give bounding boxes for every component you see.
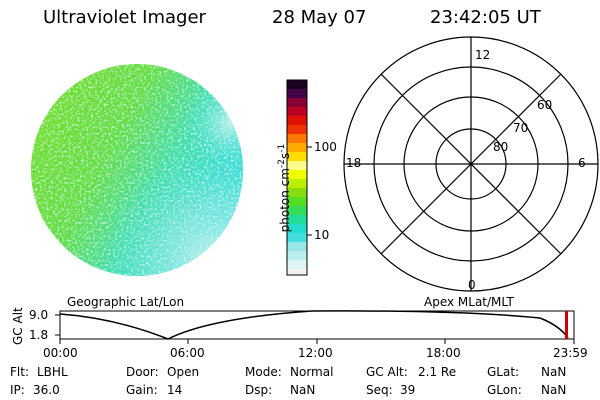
polar-plot <box>343 36 599 292</box>
mlat-label-60: 60 <box>537 98 553 112</box>
timeline-plot <box>55 310 575 344</box>
timeline-xtick-0000: 00:00 <box>43 346 78 360</box>
timeline-xtick-2359: 23:59 <box>553 346 588 360</box>
timeline-right-label: Apex MLat/MLT <box>424 295 514 309</box>
instrument-title: Ultraviolet Imager <box>43 7 206 28</box>
mlt-label-12: 12 <box>475 48 491 62</box>
colorbar-label-base: photon cm <box>278 168 292 233</box>
colorbar-tick-100: 100 <box>314 140 337 154</box>
timeline-ytick-bottom: 1.8 <box>29 328 49 342</box>
seq-label: Seq: <box>366 383 393 397</box>
colorbar-label-sup1: -2 <box>277 159 287 169</box>
glat-value: NaN <box>541 365 567 379</box>
gain-value: 14 <box>167 383 183 397</box>
mlat-label-80: 80 <box>493 140 509 154</box>
dsp-value: NaN <box>290 383 316 397</box>
time-label: 23:42:05 UT <box>430 7 541 28</box>
timeline-axis-title: GC Alt <box>11 307 25 345</box>
dsp-label: Dsp: <box>245 383 273 397</box>
gain-label: Gain: <box>126 383 158 397</box>
timeline-ytick-top: 9.0 <box>29 308 49 322</box>
ip-label: IP: <box>10 383 25 397</box>
seq-value: 39 <box>400 383 416 397</box>
glat-label: GLat: <box>487 365 520 379</box>
colorbar-label-sup2: -1 <box>277 143 287 153</box>
colorbar-label-mid: s <box>278 152 292 160</box>
glon-value: NaN <box>541 383 567 397</box>
mode-value: Normal <box>290 365 334 379</box>
timeline-xtick-1200: 12:00 <box>298 346 333 360</box>
gcalt-value: 2.1 Re <box>418 365 457 379</box>
door-label: Door: <box>126 365 159 379</box>
gcalt-label: GC Alt: <box>366 365 408 379</box>
uv-image-disk <box>31 64 243 276</box>
colorbar-tick-10: 10 <box>314 228 330 242</box>
door-value: Open <box>167 365 200 379</box>
timeline-xtick-0600: 06:00 <box>170 346 205 360</box>
mlt-label-0: 0 <box>468 278 476 292</box>
glon-label: GLon: <box>487 383 522 397</box>
mlat-label-70: 70 <box>513 121 529 135</box>
mode-label: Mode: <box>245 365 282 379</box>
mlt-label-6: 6 <box>578 156 586 170</box>
flt-label: Flt: <box>10 365 29 379</box>
ip-value: 36.0 <box>33 383 60 397</box>
timeline-xtick-1800: 18:00 <box>426 346 461 360</box>
timeline-left-label: Geographic Lat/Lon <box>67 295 185 309</box>
date-label: 28 May 07 <box>272 7 367 28</box>
colorbar <box>286 79 312 276</box>
flt-value: LBHL <box>37 365 68 379</box>
mlt-label-18: 18 <box>346 156 362 170</box>
colorbar-units-label: photon cm-2s-1 <box>266 143 292 240</box>
